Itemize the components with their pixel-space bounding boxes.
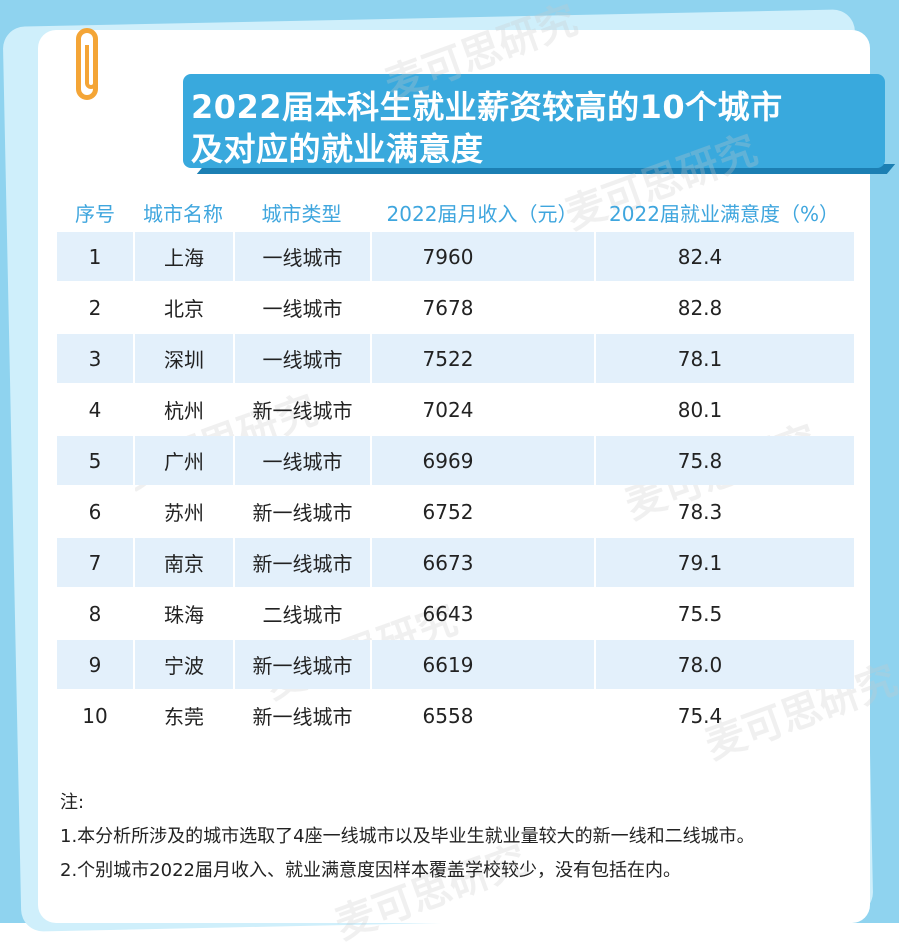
cell-index: 5 bbox=[57, 436, 133, 485]
cell-city-type: 新一线城市 bbox=[233, 640, 370, 689]
notes-section: 注: 1.本分析所涉及的城市选取了4座一线城市以及毕业生就业量较大的新一线和二线… bbox=[60, 788, 755, 890]
cell-city-type: 新一线城市 bbox=[233, 385, 370, 434]
note-item-2: 2.个别城市2022届月收入、就业满意度因样本覆盖学校较少，没有包括在内。 bbox=[60, 860, 681, 881]
table-body: 1 上海 一线城市 7960 82.4 2 北京 一线城市 7678 82.8 3 深圳 一线城市 752… bbox=[57, 232, 854, 740]
cell-city-name: 广州 bbox=[133, 436, 233, 485]
title-line-1: 2022届本科生就业薪资较高的10个城市 bbox=[191, 88, 783, 126]
cell-city-name: 杭州 bbox=[133, 385, 233, 434]
title-banner bbox=[183, 74, 885, 168]
cell-index: 6 bbox=[88, 499, 102, 524]
cell-city-name: 南京 bbox=[133, 538, 233, 587]
cell-city-name: 深圳 bbox=[133, 334, 233, 383]
cell-satisfaction: 75.4 bbox=[594, 691, 854, 740]
table-row: 1 上海 一线城市 7960 82.4 bbox=[57, 232, 854, 281]
cell-city-type: 二线城市 bbox=[233, 589, 370, 638]
cell-monthly-income: 7522 bbox=[370, 334, 594, 383]
cell-satisfaction: 75.8 bbox=[594, 436, 854, 485]
paperclip-icon bbox=[76, 28, 98, 100]
header-satisfaction: 2022届就业满意度（%） bbox=[609, 201, 839, 226]
cell-monthly-income: 6673 bbox=[370, 538, 594, 587]
cell-city-type: 新一线城市 bbox=[233, 538, 370, 587]
cell-city-type: 一线城市 bbox=[233, 334, 370, 383]
table-row: 4 杭州 新一线城市 7024 80.1 bbox=[57, 385, 854, 434]
notes-heading: 注: bbox=[60, 792, 85, 813]
table-row: 10 东莞 新一线城市 6558 75.4 bbox=[57, 691, 854, 740]
cell-index: 3 bbox=[57, 334, 133, 383]
cell-index: 10 bbox=[82, 703, 108, 728]
cell-monthly-income: 6752 bbox=[370, 487, 594, 536]
table-row: 8 珠海 二线城市 6643 75.5 bbox=[57, 589, 854, 638]
salary-table: 序号 城市名称 城市类型 2022届月收入（元） 2022届就业满意度（%） 1… bbox=[57, 192, 854, 740]
cell-satisfaction: 75.5 bbox=[594, 589, 854, 638]
cell-satisfaction: 82.4 bbox=[594, 232, 854, 281]
table-row: 3 深圳 一线城市 7522 78.1 bbox=[57, 334, 854, 383]
cell-monthly-income: 7960 bbox=[370, 232, 594, 281]
header-index: 序号 bbox=[75, 201, 115, 226]
cell-satisfaction: 80.1 bbox=[594, 385, 854, 434]
cell-index: 4 bbox=[88, 397, 102, 422]
table-header-row: 序号 城市名称 城市类型 2022届月收入（元） 2022届就业满意度（%） bbox=[57, 192, 854, 232]
table-row: 6 苏州 新一线城市 6752 78.3 bbox=[57, 487, 854, 536]
cell-monthly-income: 6619 bbox=[370, 640, 594, 689]
cell-city-type: 一线城市 bbox=[233, 232, 370, 281]
cell-index: 7 bbox=[57, 538, 133, 587]
table-row: 9 宁波 新一线城市 6619 78.0 bbox=[57, 640, 854, 689]
cell-city-name: 珠海 bbox=[133, 589, 233, 638]
cell-city-name: 北京 bbox=[133, 283, 233, 332]
cell-index: 1 bbox=[57, 232, 133, 281]
cell-monthly-income: 6643 bbox=[370, 589, 594, 638]
header-monthly-income: 2022届月收入（元） bbox=[386, 201, 578, 226]
cell-monthly-income: 6558 bbox=[370, 691, 594, 740]
cell-satisfaction: 78.1 bbox=[594, 334, 854, 383]
cell-city-name: 上海 bbox=[133, 232, 233, 281]
table-row: 7 南京 新一线城市 6673 79.1 bbox=[57, 538, 854, 587]
table-row: 2 北京 一线城市 7678 82.8 bbox=[57, 283, 854, 332]
note-item-1: 1.本分析所涉及的城市选取了4座一线城市以及毕业生就业量较大的新一线和二线城市。 bbox=[60, 826, 755, 847]
cell-city-name: 苏州 bbox=[133, 487, 233, 536]
table-row: 5 广州 一线城市 6969 75.8 bbox=[57, 436, 854, 485]
cell-monthly-income: 6969 bbox=[370, 436, 594, 485]
cell-index: 9 bbox=[57, 640, 133, 689]
cell-city-type: 一线城市 bbox=[233, 283, 370, 332]
cell-index: 8 bbox=[88, 601, 102, 626]
header-city-name: 城市名称 bbox=[143, 201, 223, 226]
cell-satisfaction: 78.0 bbox=[594, 640, 854, 689]
cell-city-type: 新一线城市 bbox=[233, 487, 370, 536]
title-line-2: 及对应的就业满意度 bbox=[191, 130, 484, 168]
cell-monthly-income: 7678 bbox=[370, 283, 594, 332]
header-city-type: 城市类型 bbox=[261, 201, 342, 226]
cell-city-type: 新一线城市 bbox=[233, 691, 370, 740]
cell-city-type: 一线城市 bbox=[233, 436, 370, 485]
cell-index: 2 bbox=[88, 295, 102, 320]
cell-city-name: 东莞 bbox=[133, 691, 233, 740]
cell-monthly-income: 7024 bbox=[370, 385, 594, 434]
cell-satisfaction: 78.3 bbox=[594, 487, 854, 536]
cell-satisfaction: 82.8 bbox=[594, 283, 854, 332]
cell-satisfaction: 79.1 bbox=[594, 538, 854, 587]
cell-city-name: 宁波 bbox=[133, 640, 233, 689]
